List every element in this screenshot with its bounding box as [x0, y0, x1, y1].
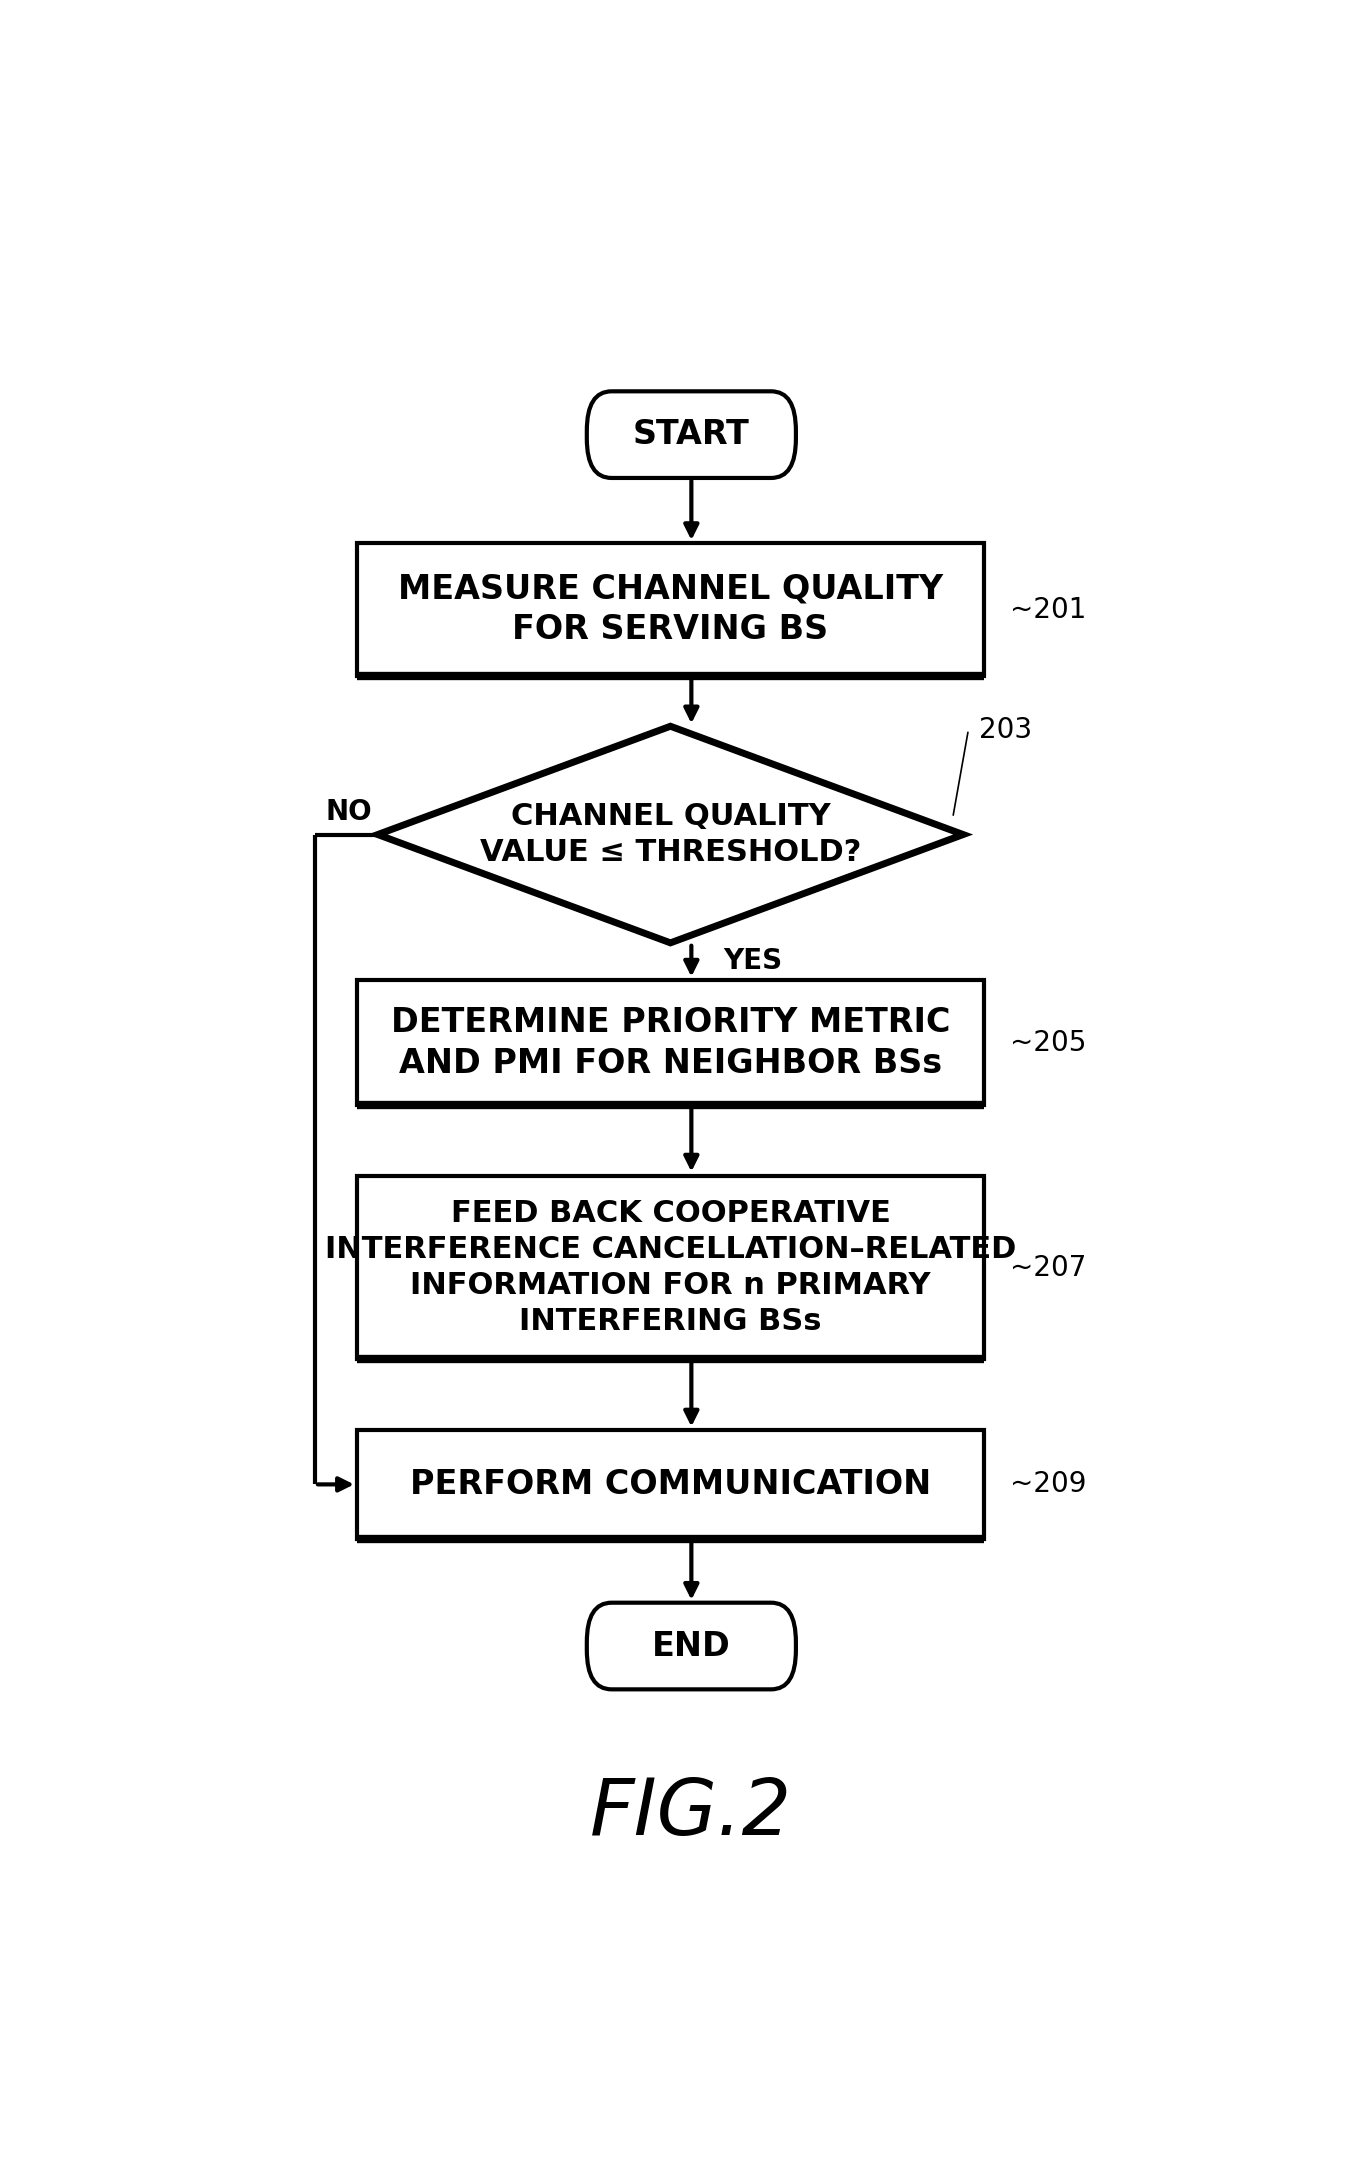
FancyBboxPatch shape — [587, 1604, 796, 1690]
Text: ~207: ~207 — [1010, 1253, 1086, 1281]
Text: ~205: ~205 — [1010, 1028, 1086, 1056]
Polygon shape — [378, 727, 963, 944]
Text: YES: YES — [723, 948, 782, 976]
Text: CHANNEL QUALITY
VALUE ≤ THRESHOLD?: CHANNEL QUALITY VALUE ≤ THRESHOLD? — [480, 803, 861, 868]
Text: FEED BACK COOPERATIVE
INTERFERENCE CANCELLATION–RELATED
INFORMATION FOR n PRIMAR: FEED BACK COOPERATIVE INTERFERENCE CANCE… — [325, 1199, 1016, 1335]
Text: ~209: ~209 — [1010, 1469, 1087, 1497]
Text: MEASURE CHANNEL QUALITY
FOR SERVING BS: MEASURE CHANNEL QUALITY FOR SERVING BS — [398, 573, 943, 647]
Text: DETERMINE PRIORITY METRIC
AND PMI FOR NEIGHBOR BSs: DETERMINE PRIORITY METRIC AND PMI FOR NE… — [391, 1006, 950, 1080]
Text: ~201: ~201 — [1010, 595, 1086, 623]
Bar — [356, 1177, 985, 1359]
Text: END: END — [652, 1629, 731, 1662]
Bar — [356, 980, 985, 1106]
Text: NO: NO — [326, 799, 372, 827]
Text: START: START — [633, 418, 750, 450]
Text: FIG.2: FIG.2 — [591, 1774, 792, 1850]
Text: 203: 203 — [979, 716, 1032, 744]
FancyBboxPatch shape — [587, 392, 796, 478]
Bar — [356, 543, 985, 675]
Bar — [356, 1430, 985, 1539]
Text: PERFORM COMMUNICATION: PERFORM COMMUNICATION — [410, 1467, 931, 1502]
